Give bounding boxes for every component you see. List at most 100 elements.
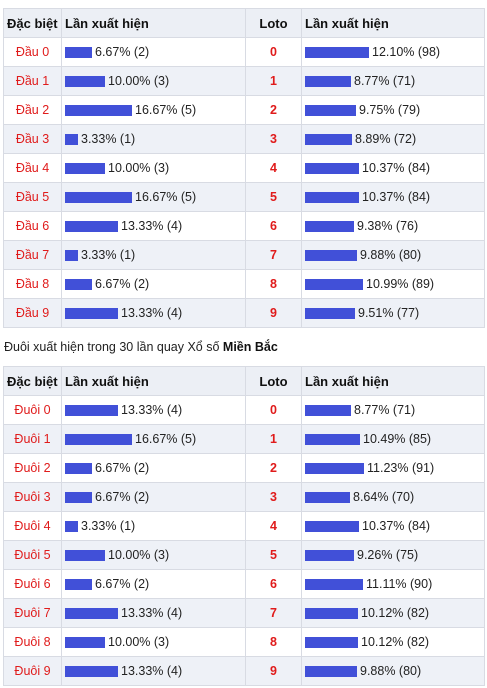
row-label: Đầu 3 bbox=[3, 124, 62, 154]
frequency-value: 16.67% (5) bbox=[135, 432, 197, 446]
table-row: Đuôi 8 10.00% (3) 8 10.12% (82) bbox=[3, 627, 485, 657]
loto-frequency-cell: 10.37% (84) bbox=[301, 153, 485, 183]
loto-frequency-bar bbox=[305, 75, 351, 87]
loto-frequency-value: 9.88% (80) bbox=[360, 664, 422, 678]
table-row: Đuôi 9 13.33% (4) 9 9.88% (80) bbox=[3, 656, 485, 686]
frequency-cell: 3.33% (1) bbox=[61, 240, 246, 270]
row-label: Đuôi 7 bbox=[3, 598, 62, 628]
loto-frequency-bar bbox=[305, 191, 359, 203]
loto-frequency-cell: 9.51% (77) bbox=[301, 298, 485, 328]
frequency-bar bbox=[65, 520, 78, 532]
frequency-bar bbox=[65, 433, 132, 445]
loto-frequency-value: 8.89% (72) bbox=[355, 132, 417, 146]
loto-digit: 3 bbox=[245, 124, 302, 154]
row-label: Đuôi 0 bbox=[3, 395, 62, 425]
loto-digit: 6 bbox=[245, 569, 302, 599]
table-row: Đuôi 6 6.67% (2) 6 11.11% (90) bbox=[3, 569, 485, 599]
table-row: Đuôi 5 10.00% (3) 5 9.26% (75) bbox=[3, 540, 485, 570]
loto-frequency-bar bbox=[305, 220, 354, 232]
loto-frequency-value: 12.10% (98) bbox=[372, 45, 441, 59]
loto-frequency-value: 11.11% (90) bbox=[366, 577, 433, 591]
loto-frequency-cell: 10.99% (89) bbox=[301, 269, 485, 299]
row-label: Đuôi 2 bbox=[3, 453, 62, 483]
table-row: Đuôi 3 6.67% (2) 3 8.64% (70) bbox=[3, 482, 485, 512]
frequency-cell: 13.33% (4) bbox=[61, 211, 246, 241]
loto-digit: 1 bbox=[245, 66, 302, 96]
loto-digit: 1 bbox=[245, 424, 302, 454]
frequency-cell: 3.33% (1) bbox=[61, 124, 246, 154]
frequency-value: 3.33% (1) bbox=[81, 132, 136, 146]
loto-frequency-value: 10.37% (84) bbox=[362, 190, 431, 204]
header-loto: Loto bbox=[245, 8, 302, 38]
loto-digit: 2 bbox=[245, 453, 302, 483]
frequency-bar bbox=[65, 404, 118, 416]
frequency-cell: 6.67% (2) bbox=[61, 37, 246, 67]
loto-frequency-value: 9.26% (75) bbox=[357, 548, 419, 562]
table-row: Đầu 9 13.33% (4) 9 9.51% (77) bbox=[3, 298, 485, 328]
row-label: Đuôi 8 bbox=[3, 627, 62, 657]
loto-frequency-cell: 11.11% (90) bbox=[301, 569, 485, 599]
frequency-bar bbox=[65, 607, 118, 619]
table-row: Đuôi 7 13.33% (4) 7 10.12% (82) bbox=[3, 598, 485, 628]
row-label: Đuôi 5 bbox=[3, 540, 62, 570]
table-row: Đầu 7 3.33% (1) 7 9.88% (80) bbox=[3, 240, 485, 270]
loto-frequency-bar bbox=[305, 278, 363, 290]
loto-digit: 9 bbox=[245, 656, 302, 686]
row-label: Đuôi 4 bbox=[3, 511, 62, 541]
loto-digit: 4 bbox=[245, 153, 302, 183]
frequency-value: 10.00% (3) bbox=[108, 74, 170, 88]
frequency-value: 16.67% (5) bbox=[135, 103, 197, 117]
row-label: Đầu 2 bbox=[3, 95, 62, 125]
loto-frequency-value: 8.77% (71) bbox=[354, 74, 416, 88]
frequency-value: 6.67% (2) bbox=[95, 277, 150, 291]
table-header-row: Đặc biệt Lần xuất hiện Loto Lần xuất hiệ… bbox=[3, 366, 485, 396]
frequency-bar bbox=[65, 46, 92, 58]
loto-frequency-value: 8.77% (71) bbox=[354, 403, 416, 417]
table-row: Đuôi 4 3.33% (1) 4 10.37% (84) bbox=[3, 511, 485, 541]
header-frequency: Lần xuất hiện bbox=[61, 8, 246, 38]
loto-frequency-bar bbox=[305, 104, 356, 116]
loto-frequency-cell: 9.38% (76) bbox=[301, 211, 485, 241]
frequency-cell: 13.33% (4) bbox=[61, 656, 246, 686]
header-frequency-loto: Lần xuất hiện bbox=[301, 366, 485, 396]
row-label: Đầu 9 bbox=[3, 298, 62, 328]
frequency-bar bbox=[65, 549, 105, 561]
loto-frequency-bar bbox=[305, 307, 355, 319]
loto-digit: 5 bbox=[245, 540, 302, 570]
loto-frequency-cell: 12.10% (98) bbox=[301, 37, 485, 67]
loto-frequency-cell: 11.23% (91) bbox=[301, 453, 485, 483]
frequency-bar bbox=[65, 462, 92, 474]
frequency-cell: 3.33% (1) bbox=[61, 511, 246, 541]
loto-digit: 3 bbox=[245, 482, 302, 512]
frequency-value: 3.33% (1) bbox=[81, 248, 136, 262]
loto-frequency-cell: 10.37% (84) bbox=[301, 511, 485, 541]
table-row: Đuôi 0 13.33% (4) 0 8.77% (71) bbox=[3, 395, 485, 425]
loto-frequency-cell: 8.77% (71) bbox=[301, 395, 485, 425]
loto-digit: 4 bbox=[245, 511, 302, 541]
frequency-value: 6.67% (2) bbox=[95, 490, 150, 504]
frequency-bar bbox=[65, 636, 105, 648]
row-label: Đầu 0 bbox=[3, 37, 62, 67]
loto-digit: 2 bbox=[245, 95, 302, 125]
frequency-bar bbox=[65, 75, 105, 87]
loto-digit: 8 bbox=[245, 269, 302, 299]
loto-digit: 6 bbox=[245, 211, 302, 241]
loto-frequency-bar bbox=[305, 520, 359, 532]
row-label: Đuôi 1 bbox=[3, 424, 62, 454]
frequency-cell: 6.67% (2) bbox=[61, 269, 246, 299]
row-label: Đầu 6 bbox=[3, 211, 62, 241]
loto-frequency-cell: 8.89% (72) bbox=[301, 124, 485, 154]
frequency-value: 16.67% (5) bbox=[135, 190, 197, 204]
loto-frequency-bar bbox=[305, 578, 363, 590]
loto-frequency-cell: 10.12% (82) bbox=[301, 627, 485, 657]
loto-frequency-bar bbox=[305, 46, 369, 58]
loto-frequency-cell: 8.77% (71) bbox=[301, 66, 485, 96]
loto-frequency-bar bbox=[305, 462, 364, 474]
frequency-value: 13.33% (4) bbox=[121, 403, 183, 417]
table-row: Đầu 8 6.67% (2) 8 10.99% (89) bbox=[3, 269, 485, 299]
frequency-cell: 6.67% (2) bbox=[61, 453, 246, 483]
frequency-cell: 10.00% (3) bbox=[61, 66, 246, 96]
frequency-bar bbox=[65, 578, 92, 590]
loto-frequency-bar bbox=[305, 404, 351, 416]
frequency-bar bbox=[65, 249, 78, 261]
